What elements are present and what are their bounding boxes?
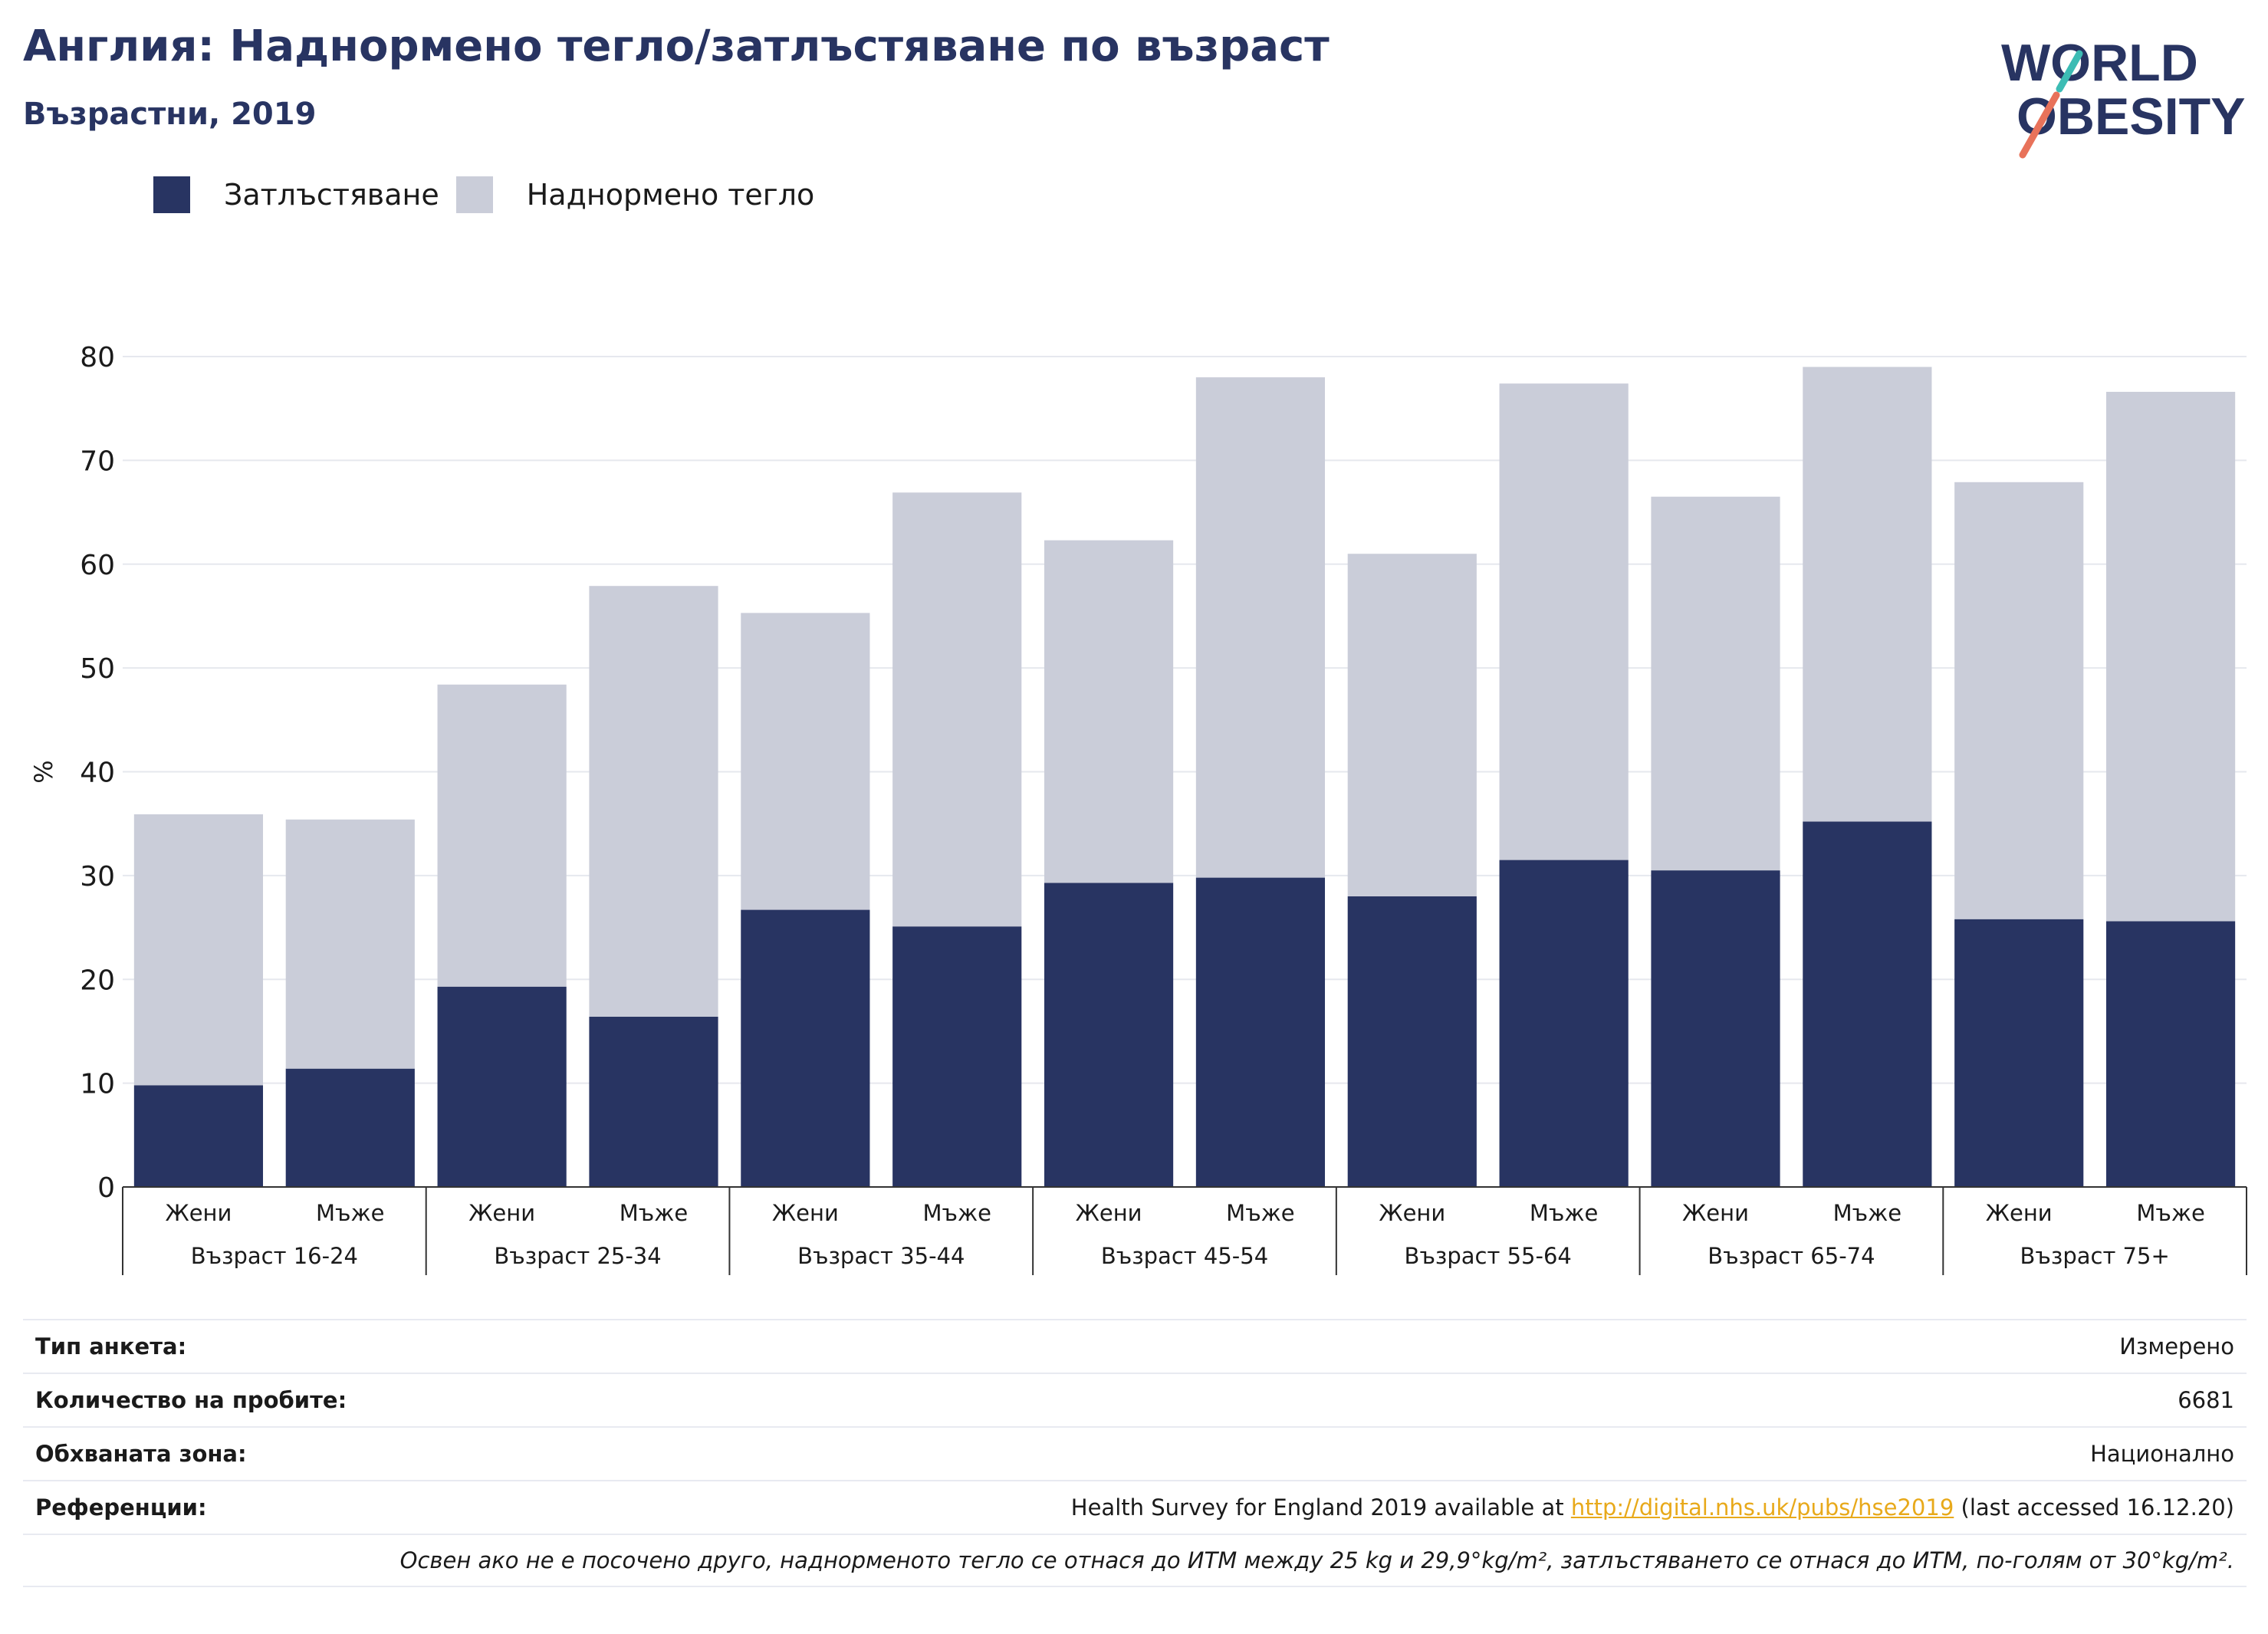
info-label: Референции: (35, 1494, 207, 1521)
bar-obesity (589, 1016, 718, 1187)
bar-overweight (133, 814, 264, 1086)
x-subcategory-label: Жени (468, 1200, 535, 1226)
stacked-bar-chart: 0 10 20 30 40 50 60 70 80% Жени Мъже Възраст 16-24 Ж… (29, 342, 2247, 1275)
y-tick-label: 80 (80, 342, 115, 373)
info-value: Национално (2090, 1441, 2234, 1467)
x-group-label: Възраст 65-74 (1708, 1243, 1875, 1269)
x-subcategory-label: Мъже (2136, 1200, 2204, 1226)
info-value: Измерено (2119, 1333, 2234, 1359)
bar-overweight (1347, 554, 1477, 896)
x-group-label: Възраст 35-44 (797, 1243, 965, 1269)
world-obesity-logo: WORLD OBESITY (2001, 34, 2246, 159)
chart-title: Англия: Наднормено тегло/затлъстяване по… (23, 21, 1330, 71)
x-group-label: Възраст 16-24 (191, 1243, 358, 1269)
y-tick-label: 10 (80, 1069, 115, 1100)
reference-prefix: Health Survey for England 2019 available… (1070, 1494, 1564, 1521)
bar-obesity (285, 1068, 415, 1187)
x-subcategory-label: Жени (772, 1200, 839, 1226)
bar-obesity (1195, 877, 1326, 1187)
reference-link[interactable]: http://digital.nhs.uk/pubs/hse2019 (1570, 1494, 1954, 1521)
logo-line1: WORLD (2001, 34, 2198, 92)
x-group-label: Възраст 45-54 (1101, 1243, 1268, 1269)
x-subcategory-label: Мъже (620, 1200, 688, 1226)
info-row-survey-type: Тип анкета: Измерено (23, 1319, 2247, 1373)
bar-obesity (1044, 883, 1174, 1187)
y-tick-label: 20 (80, 965, 115, 996)
logo-slash-orange (2019, 91, 2060, 159)
y-tick-label: 70 (80, 445, 115, 477)
x-group-label: Възраст 75+ (2020, 1243, 2170, 1269)
y-tick-label: 50 (80, 653, 115, 685)
y-tick-label: 0 (97, 1172, 115, 1204)
chart-subtitle: Възрастни, 2019 (23, 97, 317, 132)
logo-line2: OBESITY (2017, 87, 2246, 146)
bar-overweight (1954, 482, 2084, 919)
bar-overweight (2105, 392, 2236, 922)
x-subcategory-label: Мъже (316, 1200, 384, 1226)
info-label: Обхваната зона: (35, 1441, 247, 1467)
bar-overweight (741, 613, 870, 910)
legend-item-overweight: Наднормено тегло (455, 176, 815, 213)
bar-overweight (437, 684, 567, 987)
x-subcategory-label: Жени (165, 1200, 232, 1226)
y-tick-label: 60 (80, 550, 115, 581)
x-group-label: Възраст 55-64 (1405, 1243, 1572, 1269)
y-tick-label: 30 (80, 861, 115, 893)
bar-overweight (1195, 377, 1326, 878)
x-subcategory-label: Жени (1379, 1200, 1445, 1226)
x-subcategory-label: Жени (1682, 1200, 1749, 1226)
x-subcategory-label: Мъже (1226, 1200, 1294, 1226)
reference-suffix: (last accessed 16.12.20) (1961, 1494, 2234, 1521)
y-axis-label: % (29, 760, 58, 783)
bar-obesity (1651, 870, 1780, 1187)
legend-swatch-overweight (455, 176, 493, 213)
bar-overweight (1803, 367, 1932, 822)
x-subcategory-label: Мъже (1833, 1200, 1902, 1226)
x-subcategory-label: Мъже (1530, 1200, 1598, 1226)
y-tick-label: 40 (80, 758, 115, 789)
bar-obesity (2105, 921, 2236, 1187)
legend-label-overweight: Наднормено тегло (526, 178, 815, 212)
info-row-area-covered: Обхваната зона: Национално (23, 1426, 2247, 1480)
bar-overweight (1044, 540, 1174, 883)
bar-obesity (437, 986, 567, 1187)
bar-overweight (589, 586, 718, 1017)
legend: Затлъстяване Наднормено тегло (153, 176, 831, 213)
bar-obesity (1803, 821, 1932, 1187)
x-group-label: Възраст 25-34 (494, 1243, 661, 1269)
info-value: 6681 (2178, 1387, 2234, 1413)
bar-overweight (1651, 496, 1780, 871)
bar-obesity (1499, 860, 1629, 1187)
logo-slash-teal (2056, 50, 2083, 93)
legend-label-obesity: Затлъстяване (224, 178, 439, 212)
bar-overweight (1499, 383, 1629, 860)
info-row-references: Референции: Health Survey for England 20… (23, 1480, 2247, 1534)
bar-obesity (892, 926, 1022, 1187)
info-label: Тип анкета: (35, 1333, 187, 1359)
legend-item-obesity: Затлъстяване (153, 176, 439, 213)
legend-swatch-obesity (153, 176, 190, 213)
bar-overweight (892, 492, 1022, 927)
x-subcategory-label: Жени (1986, 1200, 2053, 1226)
info-row-footnote: Освен ако не е посочено друго, наднормен… (23, 1534, 2247, 1587)
x-subcategory-label: Жени (1076, 1200, 1142, 1226)
info-row-sample-size: Количество на пробите: 6681 (23, 1373, 2247, 1426)
bar-obesity (1347, 896, 1477, 1187)
info-label: Количество на пробите: (35, 1387, 347, 1413)
bar-obesity (741, 909, 870, 1187)
survey-info-table: Тип анкета: Измерено Количество на проби… (23, 1319, 2247, 1587)
bar-obesity (133, 1085, 264, 1187)
x-subcategory-label: Мъже (922, 1200, 991, 1226)
reference-text: Health Survey for England 2019 available… (1071, 1494, 2234, 1521)
bar-overweight (285, 819, 415, 1069)
bar-obesity (1954, 919, 2084, 1187)
footnote: Освен ако не е посочено друго, наднормен… (399, 1547, 2234, 1573)
